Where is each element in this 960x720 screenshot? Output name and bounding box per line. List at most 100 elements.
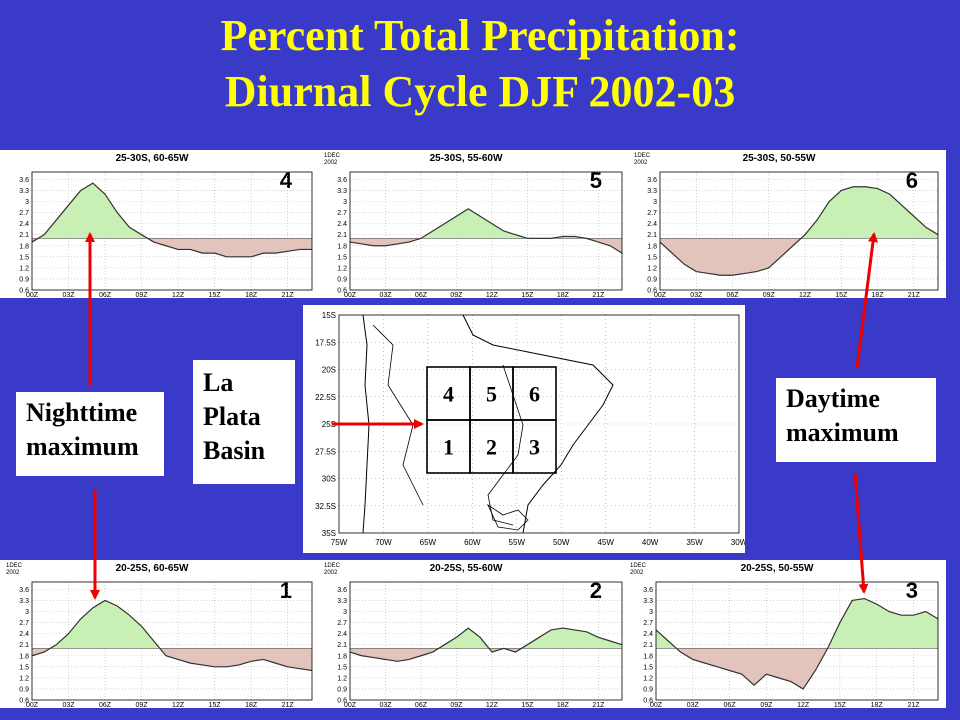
nighttime-line-2: maximum: [26, 432, 139, 461]
y-tick-label: 1.2: [19, 675, 29, 682]
lat-tick-label: 30S: [322, 475, 336, 484]
y-tick-label: 2.7: [337, 210, 347, 217]
y-tick-label: 3.6: [19, 177, 29, 184]
y-tick-label: 1.5: [337, 254, 347, 261]
area-above-mean: [350, 208, 622, 239]
daytime-line-2: maximum: [786, 418, 899, 447]
region-box-label: 5: [486, 382, 497, 407]
corner-label: 2002: [634, 160, 648, 166]
x-tick-label: 15Z: [209, 702, 222, 708]
panel-number: 5: [590, 168, 602, 193]
panel-number: 6: [906, 168, 918, 193]
x-tick-label: 06Z: [99, 292, 112, 298]
lat-tick-label: 22.5S: [315, 393, 336, 402]
y-tick-label: 0.6: [337, 288, 347, 295]
region-box-3: [512, 419, 557, 474]
x-tick-label: 21Z: [907, 702, 920, 708]
lat-tick-label: 15S: [322, 311, 336, 320]
x-tick-label: 06Z: [99, 702, 112, 708]
y-tick-label: 1.2: [647, 265, 657, 272]
x-tick-label: 12Z: [797, 702, 810, 708]
lat-tick-label: 35S: [322, 529, 336, 538]
series-line: [659, 186, 939, 276]
slide-title: Percent Total Precipitation: Diurnal Cyc…: [0, 8, 960, 120]
y-tick-label: 1.5: [647, 254, 657, 261]
x-tick-label: 03Z: [379, 292, 392, 298]
y-tick-label: 2.7: [337, 620, 347, 627]
region-box-label: 4: [443, 382, 454, 407]
y-tick-label: 1.5: [19, 664, 29, 671]
lon-tick-label: 55W: [509, 538, 526, 547]
y-tick-label: 2.1: [647, 232, 657, 239]
y-tick-label: 1.8: [337, 653, 347, 660]
border-basin: [487, 364, 524, 526]
x-tick-label: 06Z: [415, 292, 428, 298]
area-above-mean: [350, 628, 622, 649]
corner-label: 1DEC: [634, 153, 651, 159]
y-tick-label: 2.1: [337, 232, 347, 239]
chart-header: 25-30S, 55-60W: [430, 153, 503, 164]
y-tick-label: 3.6: [647, 177, 657, 184]
x-tick-label: 09Z: [763, 292, 776, 298]
y-tick-label: 3.3: [643, 598, 653, 605]
corner-label: 1DEC: [630, 563, 647, 569]
x-tick-label: 18Z: [557, 292, 570, 298]
y-tick-label: 1.2: [337, 675, 347, 682]
y-tick-label: 1.8: [19, 653, 29, 660]
series-line: [349, 627, 623, 662]
y-tick-label: 2.4: [19, 221, 29, 228]
area-below-mean: [656, 648, 938, 689]
y-tick-label: 3.3: [19, 598, 29, 605]
y-tick-label: 0.9: [19, 686, 29, 693]
y-tick-label: 2.1: [19, 642, 29, 649]
x-tick-label: 09Z: [760, 702, 773, 708]
lat-tick-label: 27.5S: [315, 447, 336, 456]
corner-label: 2002: [324, 570, 338, 576]
x-tick-label: 09Z: [450, 292, 463, 298]
lon-tick-label: 60W: [464, 538, 481, 547]
y-tick-label: 3: [25, 609, 29, 616]
coastline-east: [462, 314, 614, 534]
x-tick-label: 06Z: [726, 292, 739, 298]
y-tick-label: 3.6: [337, 177, 347, 184]
x-tick-label: 18Z: [245, 702, 258, 708]
x-tick-label: 03Z: [62, 702, 75, 708]
x-tick-label: 15Z: [835, 292, 848, 298]
y-tick-label: 2.7: [643, 620, 653, 627]
y-tick-label: 3.6: [337, 587, 347, 594]
y-tick-label: 3: [653, 199, 657, 206]
panel-number: 2: [590, 578, 602, 603]
daytime-callout: Daytime maximum: [776, 378, 936, 462]
y-tick-label: 1.8: [337, 243, 347, 250]
plot-frame: [655, 581, 939, 701]
daytime-line-1: Daytime: [786, 384, 880, 413]
corner-label: 1DEC: [6, 563, 23, 569]
plot-frame: [31, 171, 313, 291]
chart-header: 20-25S, 50-55W: [741, 563, 814, 574]
series-line: [349, 208, 623, 254]
x-tick-label: 18Z: [871, 702, 884, 708]
area-below-mean: [350, 648, 622, 662]
corner-label: 2002: [324, 160, 338, 166]
y-tick-label: 1.2: [643, 675, 653, 682]
lat-tick-label: 20S: [322, 366, 336, 375]
x-tick-label: 21Z: [282, 292, 295, 298]
lon-tick-label: 35W: [686, 538, 703, 547]
x-tick-label: 15Z: [834, 702, 847, 708]
x-tick-label: 21Z: [592, 702, 605, 708]
corner-label: 2002: [630, 570, 644, 576]
corner-label: 2002: [6, 570, 20, 576]
y-tick-label: 2.7: [647, 210, 657, 217]
basin-callout: La Plata Basin: [193, 360, 295, 484]
y-tick-label: 2.1: [19, 232, 29, 239]
y-tick-label: 0.6: [643, 698, 653, 705]
basin-line-3: Basin: [203, 436, 266, 465]
nighttime-line-1: Nighttime: [26, 398, 138, 427]
x-tick-label: 03Z: [62, 292, 75, 298]
chart-panel-4: 25-30S, 60-65W 4 0.6 0.9 1.2 1.5 1.8 2.1 2.4 2.7 3…: [0, 150, 320, 298]
x-tick-label: 12Z: [172, 702, 185, 708]
y-tick-label: 1.2: [337, 265, 347, 272]
arrow-day-down: [853, 472, 869, 594]
